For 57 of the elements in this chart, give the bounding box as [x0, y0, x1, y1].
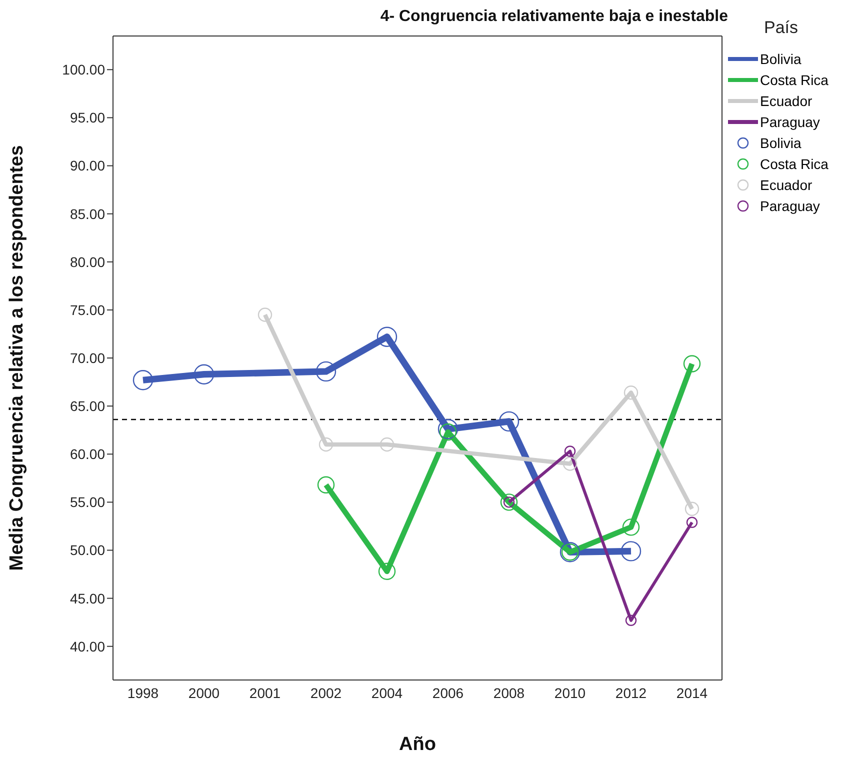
point: [317, 476, 335, 494]
y-tick-label: 55.00: [70, 494, 106, 510]
point: [683, 355, 701, 372]
x-tick-label: 2000: [188, 684, 220, 701]
x-tick-label: 2010: [554, 684, 586, 701]
legend-label: Bolivia: [760, 134, 802, 150]
point: [194, 364, 214, 384]
point: [625, 614, 637, 626]
x-axis-title: Año: [399, 734, 436, 755]
x-tick-label: 2008: [493, 684, 525, 701]
point: [686, 516, 698, 528]
point: [132, 370, 154, 390]
point: [498, 411, 520, 432]
point: [562, 456, 578, 471]
y-tick-label: 60.00: [70, 446, 106, 462]
x-tick-label: 2002: [310, 684, 342, 701]
legend-title: País: [764, 18, 800, 38]
y-tick-label: 80.00: [70, 254, 106, 270]
x-tick-label: 1998: [127, 684, 159, 701]
point: [439, 423, 457, 441]
point: [316, 361, 336, 382]
text: Paraguay: [760, 114, 820, 130]
point: [258, 308, 272, 322]
legend-label: Ecuador: [760, 176, 812, 192]
text: Bolivia: [760, 50, 802, 66]
y-tick-label: 40.00: [70, 638, 106, 654]
point: [438, 419, 458, 440]
point: [318, 437, 334, 452]
y-tick-label: 75.00: [70, 302, 106, 318]
y-tick-label: 100.00: [62, 62, 106, 78]
point: [622, 518, 640, 536]
y-tick-label: 50.00: [70, 542, 106, 558]
text: Ecuador: [760, 92, 812, 108]
chart-title: 4- Congruencia relativamente baja e inestable: [380, 8, 728, 26]
point: [380, 437, 394, 452]
x-tick-label: 2006: [432, 684, 464, 701]
x-tick-label: 2012: [615, 684, 647, 701]
point: [684, 502, 700, 516]
point: [376, 326, 398, 347]
y-tick-label: 90.00: [70, 158, 106, 174]
point: [500, 494, 518, 511]
x-tick-label: 2001: [249, 684, 281, 701]
y-tick-label: 45.00: [70, 590, 106, 606]
y-tick-label: 65.00: [70, 398, 106, 414]
y-tick-label: 95.00: [70, 110, 106, 126]
point: [620, 541, 642, 562]
point: [378, 562, 396, 580]
text: Costa Rica: [760, 72, 828, 88]
y-tick-label: 70.00: [70, 350, 106, 366]
y-tick-label: 85.00: [70, 206, 106, 222]
legend-label: Costa Rica: [760, 156, 828, 172]
x-tick-label: 2014: [676, 684, 708, 701]
x-tick-label: 2004: [371, 684, 403, 701]
y-axis-title: Media Congruencia relativa a los respondentes: [6, 145, 28, 571]
legend-label: Paraguay: [760, 198, 820, 214]
point: [624, 386, 638, 400]
point: [564, 446, 576, 457]
